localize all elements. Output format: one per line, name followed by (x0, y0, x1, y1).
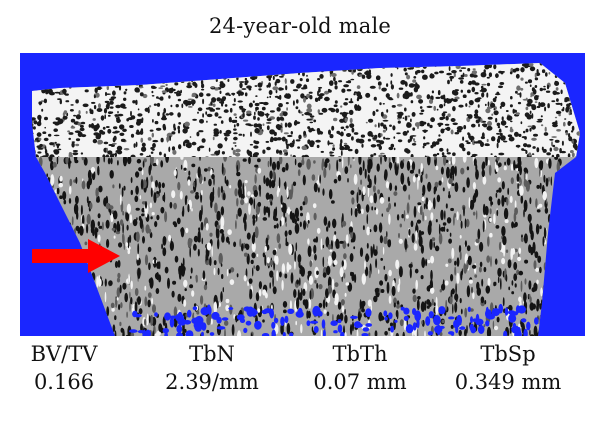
metric-label: TbN (189, 342, 235, 366)
metric-value: 0.349 mm (454, 370, 562, 394)
metric-tbn: TbN 2.39/mm (137, 340, 287, 396)
metric-tbth: TbTh 0.07 mm (285, 340, 435, 396)
trabecular-bottom-texture (38, 157, 562, 336)
figure-title: 24-year-old male (208, 14, 392, 38)
metric-tbsp: TbSp 0.349 mm (433, 340, 583, 396)
micro-ct-scan-image (20, 53, 585, 336)
metric-value: 0.166 (33, 370, 95, 394)
metric-label: TbSp (480, 342, 536, 366)
metric-label: TbTh (332, 342, 388, 366)
metric-value: 0.07 mm (313, 370, 407, 394)
metrics-row: BV/TV 0.166 TbN 2.39/mm TbTh 0.07 mm TbS… (20, 340, 585, 420)
bone-sample (32, 63, 580, 336)
metric-label: BV/TV (30, 342, 98, 366)
red-right-arrow-icon (32, 239, 120, 273)
metric-value: 2.39/mm (165, 370, 259, 394)
metric-bv-tv: BV/TV 0.166 (0, 340, 139, 396)
